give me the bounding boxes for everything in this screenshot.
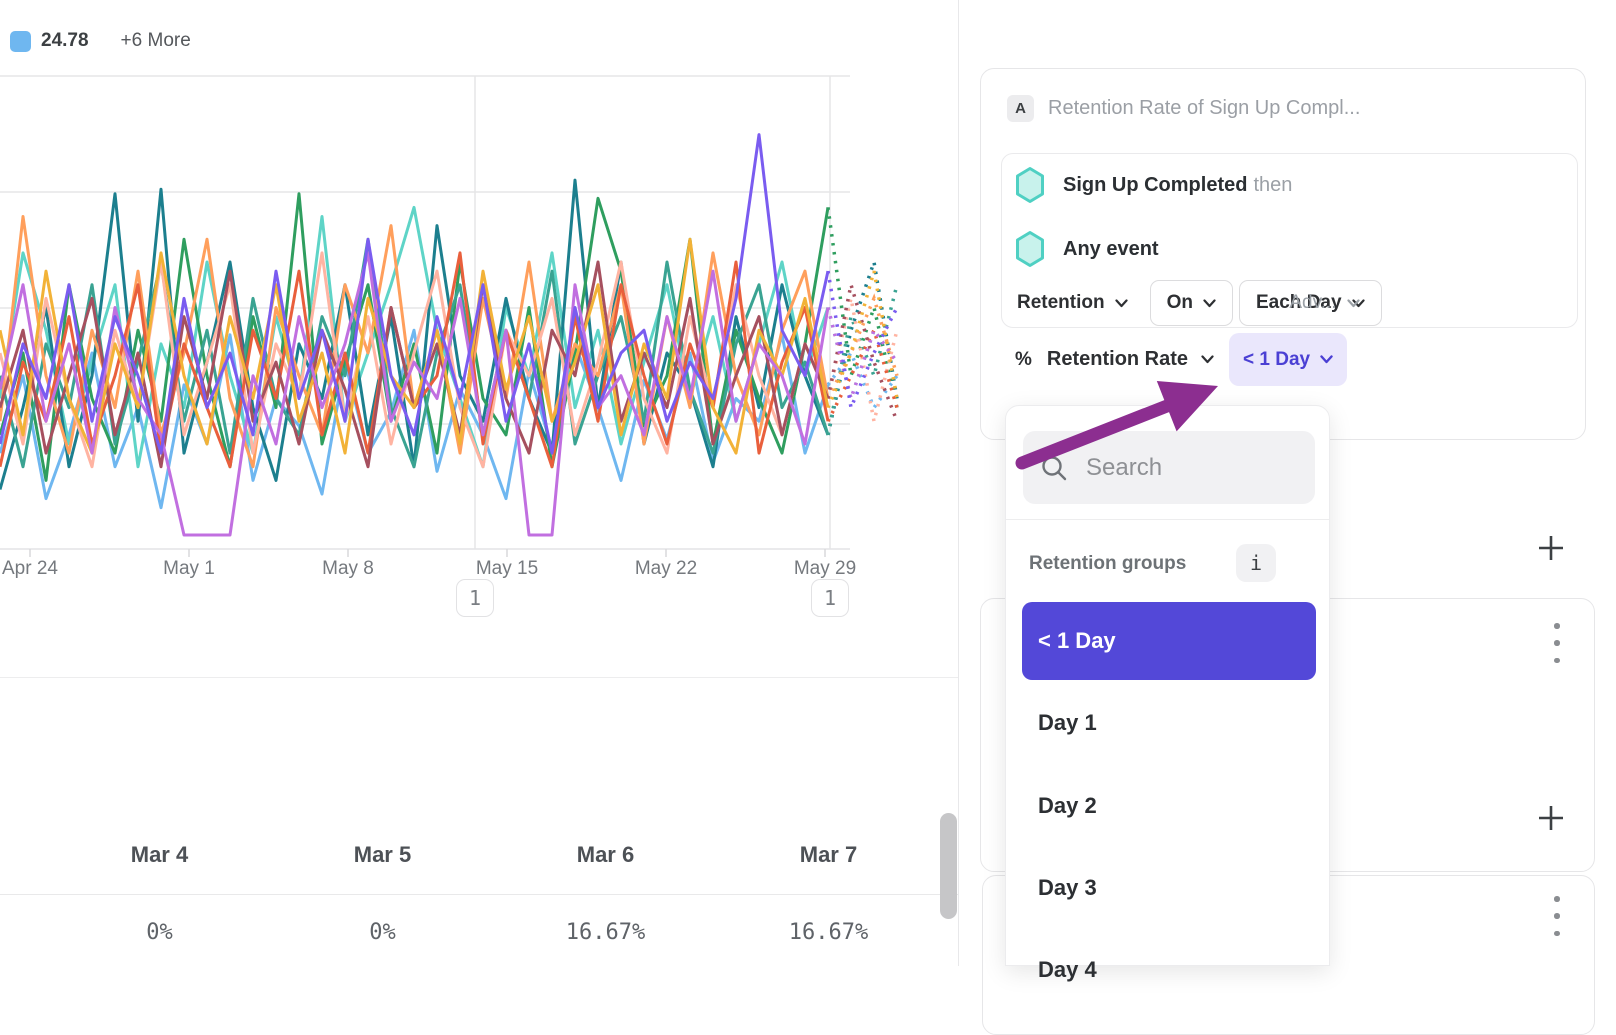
dropdown-item[interactable]: Day 2	[1038, 793, 1097, 818]
add-query-button[interactable]	[1536, 803, 1566, 833]
menu-group-row: Retention groups i	[1029, 544, 1309, 584]
interval-dropdown[interactable]: Each Day	[1239, 280, 1382, 326]
x-axis-label: May 29	[793, 558, 857, 579]
series-line-forecast	[826, 349, 899, 412]
dropdown-item[interactable]: Day 3	[1038, 875, 1097, 900]
series-line	[0, 237, 830, 469]
event-row-1[interactable]: Sign Up Completed then	[1015, 167, 1292, 203]
measure-row: % Retention Rate < 1 Day	[1015, 333, 1348, 386]
chart-pane: 24.78 +6 More Apr 24 May 1 May 8 May 15 May …	[0, 0, 958, 945]
series-line	[0, 237, 830, 455]
x-axis-label: May 1	[163, 558, 215, 579]
series-lines	[0, 133, 899, 537]
legend-swatch	[10, 30, 31, 52]
query-card-title[interactable]: Retention Rate of Sign Up Compl...	[1048, 97, 1361, 119]
card-b-menu-button[interactable]	[1550, 623, 1564, 663]
chart-legend: 24.78 +6 More	[10, 28, 191, 54]
table-value-cell: 0%	[369, 920, 396, 945]
info-icon[interactable]: i	[1236, 544, 1276, 582]
chevron-down-icon	[1351, 298, 1365, 307]
x-axis-label: May 15	[475, 558, 539, 579]
chevron-down-icon	[1320, 355, 1333, 364]
chevron-down-icon	[1346, 298, 1360, 307]
on-dropdown[interactable]: On	[1149, 280, 1233, 326]
vertical-gridlines	[474, 76, 831, 549]
pane-divider	[958, 0, 959, 966]
series-line-forecast	[826, 270, 899, 409]
dropdown-item[interactable]: < 1 Day	[1022, 602, 1316, 680]
menu-divider	[1006, 519, 1329, 520]
x-axis-ticks	[29, 549, 826, 557]
legend-more-button[interactable]: +6 More	[120, 30, 191, 51]
search-box[interactable]	[1023, 431, 1315, 504]
event-hexagon-icon	[1016, 231, 1044, 267]
menu-group-label: Retention groups	[1029, 553, 1187, 574]
retention-type-dropdown[interactable]: Retention	[1017, 292, 1128, 314]
series-line-forecast	[826, 298, 899, 422]
measure-dropdown[interactable]: Retention Rate	[1046, 348, 1189, 370]
search-icon	[1042, 455, 1067, 480]
table-header-cell: Mar 7	[799, 842, 858, 867]
event-name[interactable]: Any event	[1063, 237, 1159, 260]
table-header-cell: Mar 6	[576, 842, 635, 867]
dropdown-item[interactable]: Day 4	[1038, 957, 1097, 982]
event-then-label: then	[1253, 173, 1293, 196]
section-divider	[0, 677, 958, 678]
event-hexagon-icon	[1016, 167, 1044, 203]
x-axis-label: May 8	[322, 558, 374, 579]
chevron-down-icon	[1201, 355, 1214, 364]
retention-line-chart[interactable]	[0, 0, 958, 620]
legend-series-label[interactable]: 24.78	[41, 30, 89, 51]
series-line-forecast	[826, 307, 899, 405]
table-header-row: Mar 4 Mar 5 Mar 6 Mar 7	[48, 842, 940, 868]
x-axis-label: Apr 24	[2, 558, 58, 579]
table-value-cell: 16.67%	[565, 920, 646, 945]
query-badge-a: A	[1007, 95, 1034, 122]
table-row-divider	[0, 894, 958, 895]
x-axis-label: May 22	[634, 558, 698, 579]
table-value-cell: 16.67%	[788, 920, 869, 945]
query-card-a: A Retention Rate of Sign Up Compl... Sig…	[980, 68, 1586, 440]
chevron-down-icon	[1203, 298, 1216, 307]
retention-group-menu: Retention groups i < 1 Day Day 1 Day 2 Day …	[1005, 405, 1330, 982]
event-block: Sign Up Completed then Any event Retentio…	[1001, 153, 1578, 328]
card-c-menu-button[interactable]	[1550, 896, 1564, 936]
table-value-row: 0% 0% 16.67% 16.67%	[48, 920, 940, 945]
table-header-cell: Mar 4	[130, 842, 189, 867]
event-name[interactable]: Sign Up Completed	[1063, 173, 1248, 196]
chevron-down-icon	[1115, 298, 1128, 307]
table-value-cell: 0%	[146, 920, 173, 945]
annotation-badge[interactable]: 1	[811, 579, 849, 617]
series-line	[0, 133, 830, 455]
retention-group-dropdown[interactable]: < 1 Day	[1229, 333, 1348, 386]
event-row-2[interactable]: Any event	[1015, 231, 1159, 267]
dropdown-item[interactable]: Day 1	[1038, 710, 1097, 735]
scrollbar-thumb[interactable]	[940, 813, 957, 919]
table-header-cell: Mar 5	[353, 842, 412, 867]
search-input[interactable]	[1086, 453, 1286, 482]
series-line	[0, 251, 830, 537]
annotation-badge[interactable]: 1	[456, 579, 494, 617]
query-controls-row: Retention On Each Day Adv...	[1017, 280, 1382, 326]
advanced-dropdown[interactable]: Adv...	[1289, 292, 1360, 314]
percent-icon: %	[1015, 348, 1032, 370]
add-query-button[interactable]	[1536, 533, 1566, 563]
